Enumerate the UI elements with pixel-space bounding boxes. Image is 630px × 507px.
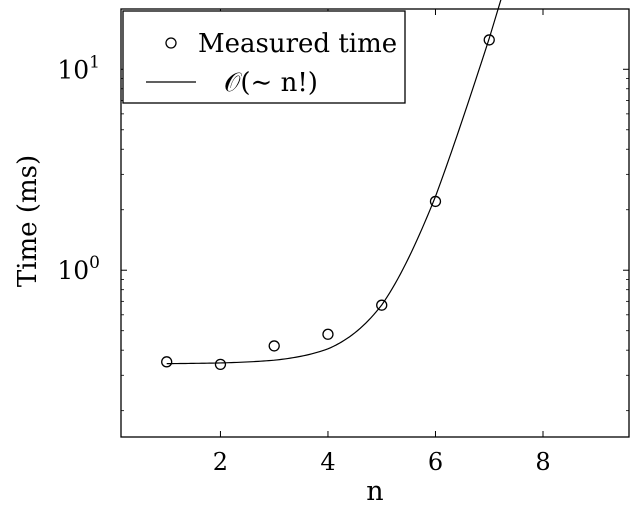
y-tick-label-base: 10 [57, 55, 89, 84]
data-point [268, 340, 280, 352]
y-axis-ticks: 100101102103 [57, 52, 629, 412]
legend-label-measured: Measured time [198, 29, 397, 59]
legend-box [122, 10, 406, 104]
plot-frame [120, 8, 630, 438]
legend: Measured time 𝒪(∼ n!) [122, 10, 406, 104]
x-tick-label: 6 [428, 448, 443, 476]
data-point [376, 299, 388, 311]
plot-area [161, 0, 502, 371]
fit-line [166, 0, 502, 365]
data-point [429, 195, 442, 208]
data-point [161, 356, 173, 368]
data-point [214, 358, 227, 371]
y-tick-label: 101 [57, 52, 100, 84]
x-tick-label: 4 [320, 448, 335, 476]
x-axis-label: n [366, 476, 383, 507]
x-tick-label: 8 [535, 448, 550, 476]
x-axis-ticks: 2 4 6 8 [213, 9, 551, 476]
legend-marker-icon [165, 37, 177, 49]
y-axis-label: Time (ms) [13, 155, 43, 287]
data-point [483, 34, 495, 46]
y-tick-label-exponent: 1 [89, 52, 100, 72]
data-point [322, 328, 334, 340]
y-tick-label-exponent: 0 [89, 253, 100, 273]
y-tick-label-base: 10 [57, 256, 89, 285]
legend-label-fit: 𝒪(∼ n!) [224, 68, 318, 98]
y-tick-label: 100 [57, 253, 100, 285]
x-tick-label: 2 [213, 448, 228, 476]
